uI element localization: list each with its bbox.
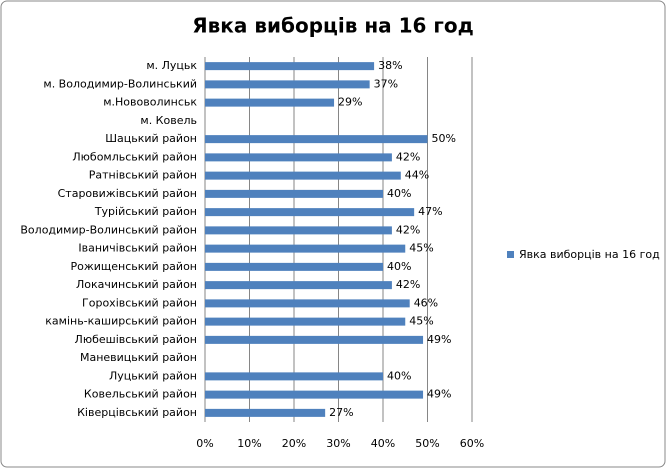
y-tick-label: Старовижівський район	[58, 187, 197, 200]
chart-title: Явка виборців на 16 год	[192, 14, 474, 38]
bar	[205, 372, 383, 381]
legend-label: Явка виборців на 16 год	[519, 248, 660, 261]
legend-swatch	[507, 251, 514, 258]
data-label: 27%	[329, 406, 353, 419]
bar	[205, 390, 424, 399]
x-tick-label: 40%	[371, 437, 395, 450]
data-label: 42%	[396, 150, 420, 163]
y-tick-label: Любешівський район	[75, 333, 197, 346]
bar	[205, 62, 375, 71]
data-label: 46%	[414, 296, 438, 309]
y-tick-label: Рожищенський район	[70, 260, 197, 273]
x-tick-label: 0%	[196, 437, 213, 450]
data-label: 37%	[374, 77, 398, 90]
data-label: 40%	[387, 369, 411, 382]
y-tick-label: Любомльський район	[72, 150, 197, 163]
x-tick-label: 10%	[237, 437, 261, 450]
x-tick-label: 50%	[415, 437, 439, 450]
bar	[205, 98, 335, 107]
bar	[205, 226, 392, 235]
data-label: 29%	[338, 96, 362, 109]
bar	[205, 171, 401, 180]
y-tick-label: Луцький район	[109, 369, 197, 382]
bar	[205, 281, 392, 290]
y-tick-label: Ратнівський район	[89, 169, 197, 182]
data-label: 40%	[387, 260, 411, 273]
bar	[205, 80, 370, 89]
bar	[205, 299, 410, 308]
y-tick-label: Локачинський район	[76, 278, 197, 291]
bar	[205, 135, 428, 144]
bar	[205, 189, 383, 198]
y-tick-label: м. Луцьк	[146, 59, 197, 72]
bar	[205, 244, 406, 253]
data-label: 38%	[378, 59, 402, 72]
y-tick-label: м. Володимир-Волинський	[43, 77, 197, 90]
y-tick-label: м.Нововолинськ	[103, 96, 197, 109]
bar	[205, 153, 392, 162]
y-tick-label: камінь-каширський район	[45, 315, 197, 328]
data-label: 42%	[396, 278, 420, 291]
data-label: 44%	[405, 169, 429, 182]
x-tick-label: 30%	[326, 437, 350, 450]
x-tick-label: 20%	[282, 437, 306, 450]
bar	[205, 408, 326, 417]
data-label: 40%	[387, 187, 411, 200]
y-tick-label: Турійський район	[94, 205, 197, 218]
bar	[205, 317, 406, 326]
data-label: 45%	[409, 242, 433, 255]
data-label: 42%	[396, 223, 420, 236]
y-tick-label: Маневицький район	[80, 351, 197, 364]
y-tick-label: Шацький район	[105, 132, 197, 145]
data-label: 50%	[432, 132, 456, 145]
data-label: 45%	[409, 315, 433, 328]
y-tick-label: Ківерцівський район	[77, 406, 197, 419]
y-tick-label: Іваничівський район	[78, 242, 197, 255]
data-label: 49%	[427, 333, 451, 346]
y-tick-label: Горохівський район	[82, 296, 197, 309]
y-tick-label: Ковельський район	[84, 388, 197, 401]
bar	[205, 208, 415, 217]
data-label: 47%	[418, 205, 442, 218]
bar	[205, 335, 424, 344]
data-label: 49%	[427, 388, 451, 401]
bar	[205, 262, 383, 271]
y-tick-label: м. Ковель	[140, 114, 197, 127]
x-tick-label: 60%	[460, 437, 484, 450]
y-tick-label: Володимир-Волинський район	[20, 223, 197, 236]
